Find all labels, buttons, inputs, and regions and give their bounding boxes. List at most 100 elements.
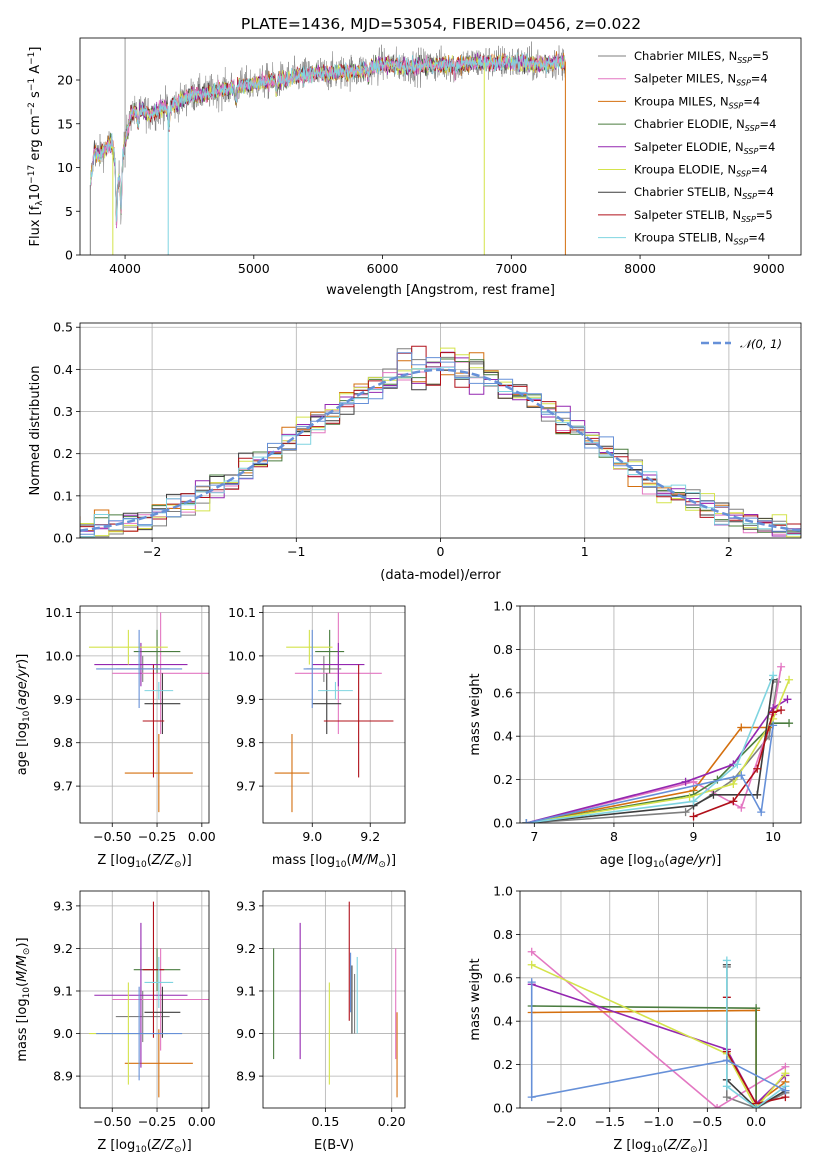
x-axis-label: Z [log10(Z/Z⊙)] [97, 853, 191, 870]
tick-label-x: 9 [690, 829, 698, 844]
tick-label-x: −0.25 [138, 1114, 176, 1129]
tick-label-x: 0.20 [378, 1114, 406, 1129]
plot-area [274, 612, 394, 813]
weight-series-line [526, 679, 790, 823]
axes-frame [79, 605, 210, 824]
tick-label-y: 9.3 [236, 898, 256, 913]
tick-label-x: 7 [530, 829, 538, 844]
tick-label-x: 8000 [624, 261, 656, 276]
axes-frame [262, 605, 406, 824]
weight-marker [722, 956, 731, 965]
tick-label-x: −0.50 [93, 829, 131, 844]
histogram-step [80, 366, 801, 538]
weight-marker [737, 771, 746, 780]
legend-label: Chabrier STELIB, NSSP=4 [634, 185, 774, 201]
y-axis-label: mass weight [468, 958, 483, 1040]
tick-label-x: 9000 [753, 261, 785, 276]
weight-marker [785, 719, 794, 728]
tick-label-y: 0.4 [53, 362, 73, 377]
x-axis-label: E(B-V) [314, 1138, 354, 1153]
plot-area [273, 901, 398, 1098]
tick-label-x: −0.50 [93, 1114, 131, 1129]
tick-label-y: 8.9 [236, 1069, 256, 1084]
plot-area [527, 947, 790, 1108]
spectrum-series-line [89, 52, 566, 222]
weight-series-line [530, 982, 786, 1099]
weight-series-line [526, 725, 774, 823]
tick-label-y: 0.2 [493, 1057, 513, 1072]
tick-label-x: 0.15 [311, 1114, 339, 1129]
y-axis-label: Normed distribution [28, 366, 43, 496]
tick-label-x: 9.2 [360, 829, 380, 844]
weight-marker [729, 779, 738, 788]
tick-label-y: 9.0 [236, 1026, 256, 1041]
weight-series-line [526, 666, 782, 823]
tick-label-x: 10 [765, 829, 781, 844]
legend-label: Salpeter STELIB, NSSP=5 [634, 208, 773, 224]
tick-label-x: 2 [725, 544, 733, 559]
tick-label-y: 0.4 [493, 729, 513, 744]
tick-label-y: 9.7 [53, 779, 73, 794]
legend: 𝒩(0, 1) [701, 337, 782, 351]
weight-marker [737, 803, 746, 812]
tick-label-y: 0.0 [493, 1101, 513, 1116]
histogram-step [80, 352, 801, 535]
y-axis-label: Flux [fλ10−17 erg cm−2 s−1 A−1] [27, 47, 45, 247]
weight-marker [785, 675, 794, 684]
legend-label: Kroupa MILES, NSSP=4 [634, 94, 760, 110]
tick-label-y: 0.0 [53, 531, 73, 546]
weight-marker [777, 662, 786, 671]
weight-marker [527, 978, 536, 987]
weight-marker [729, 797, 738, 806]
weight-marker [783, 695, 792, 704]
weight-marker [752, 1004, 761, 1013]
x-axis-label: age [log10(age/yr)] [600, 853, 722, 870]
grid [263, 891, 405, 1108]
legend-label: Kroupa ELODIE, NSSP=4 [634, 163, 768, 179]
grid [263, 606, 405, 823]
tick-label-x: 6000 [367, 261, 399, 276]
tick-label-x: 0 [437, 544, 445, 559]
panel-residuals: −2 −1 0 1 2 0.0 0.1 0.2 0.3 0.4 0.5 (data-model)/er… [28, 320, 802, 583]
tick-label-y: 0.4 [493, 1014, 513, 1029]
weight-marker [757, 808, 766, 817]
weight-marker [709, 790, 718, 799]
weight-marker [685, 792, 694, 801]
normal-curve [80, 368, 801, 532]
axes-frame [79, 890, 210, 1109]
weight-marker [681, 777, 690, 786]
tick-label-x: 7000 [495, 261, 527, 276]
panel-mass_vs_ebv: 0.15 0.20 8.9 9.0 9.1 9.2 9.3 E(B-V) [236, 890, 406, 1153]
weight-marker [781, 1086, 790, 1095]
legend-label: Chabrier ELODIE, NSSP=4 [634, 117, 776, 133]
figure-title: PLATE=1436, MJD=53054, FIBERID=0456, z=0… [241, 15, 641, 33]
tick-label-y: 9.0 [53, 1026, 73, 1041]
tick-label-y: 8.9 [53, 1069, 73, 1084]
tick-label-y: 0.6 [493, 970, 513, 985]
legend-label: Kroupa STELIB, NSSP=4 [634, 231, 765, 247]
tick-label-x: 0.00 [188, 829, 216, 844]
weight-series-line [526, 726, 770, 823]
axes-frame [519, 605, 802, 824]
tick-label-y: 10 [57, 160, 73, 175]
panel-weight_vs_Z: −2.0 −1.5 −1.0 −0.5 0.0 0.0 0.2 0.4 0.6 0.8 1.0 Z [… [468, 884, 802, 1155]
tick-label-y: 9.9 [53, 692, 73, 707]
weight-marker [722, 1093, 731, 1102]
y-axis-label: age [log10(age/yr)] [15, 654, 32, 776]
weight-marker [769, 708, 778, 717]
weight-marker [769, 721, 778, 730]
tick-label-x: 8 [610, 829, 618, 844]
axes-frame [79, 37, 802, 256]
x-axis-label: wavelength [Angstrom, rest frame] [326, 283, 555, 298]
tick-label-y: 9.9 [236, 692, 256, 707]
axes-frame [79, 322, 802, 539]
tick-label-x: 5000 [238, 261, 270, 276]
tick-label-y: 0.1 [53, 488, 73, 503]
y-axis-label: mass weight [468, 673, 483, 755]
tick-label-y: 0.8 [493, 642, 513, 657]
legend-label: Salpeter MILES, NSSP=4 [634, 72, 768, 88]
weight-marker [689, 812, 698, 821]
weight-marker [522, 819, 531, 823]
tick-label-y: 10.1 [228, 605, 256, 620]
